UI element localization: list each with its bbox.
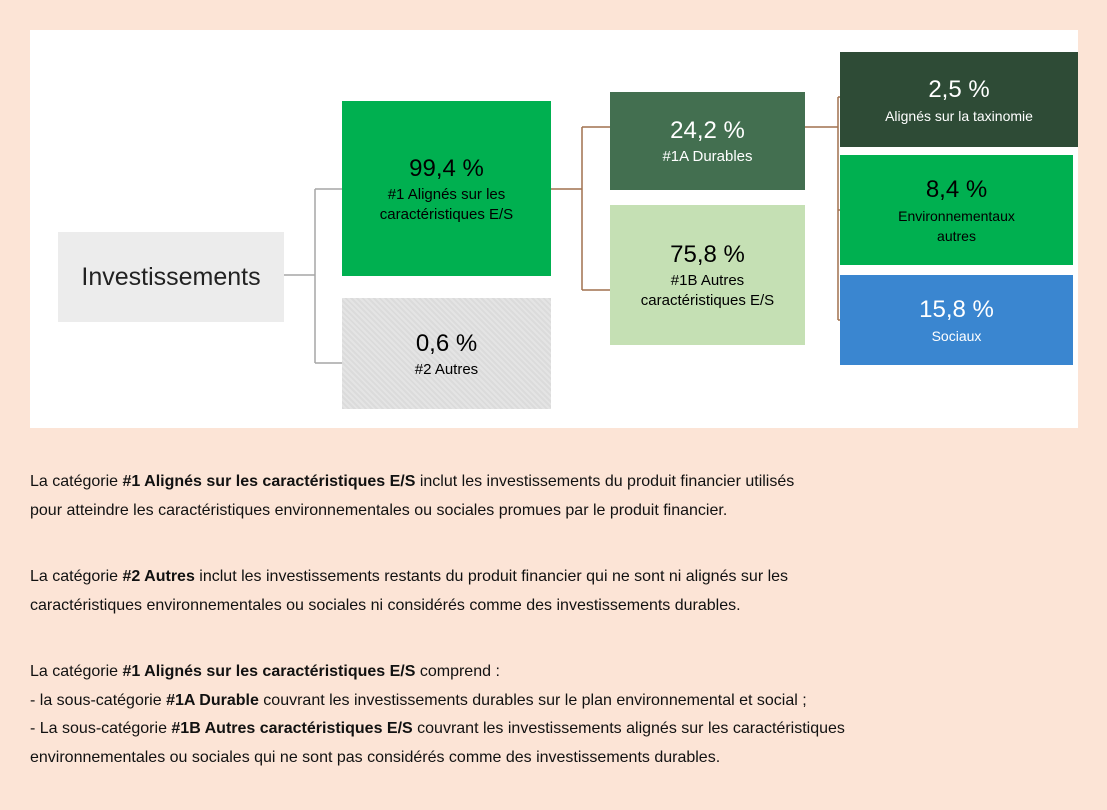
bold-text: #1 Alignés sur les caractéristiques E/S — [122, 663, 416, 680]
node-value: 99,4 % — [409, 154, 484, 182]
node-value: 0,6 % — [415, 329, 478, 357]
connector — [284, 188, 342, 364]
node-label: Environnementaux — [898, 208, 1015, 224]
node-label: #1A Durables — [662, 148, 753, 165]
paragraph: La catégorie #1 Alignés sur les caractér… — [30, 658, 845, 772]
text: La catégorie — [30, 568, 123, 585]
node-label: #1B Autres — [670, 272, 745, 289]
text: - la sous-catégorie — [30, 691, 167, 709]
node-label: autres — [937, 228, 976, 244]
node: 99,4 % #1 Alignés sur les caractéristiques… — [342, 101, 551, 276]
node: 2,5 % Alignés sur la taxinomie — [840, 52, 1078, 147]
text: inclut les investissements du produit fi… — [415, 473, 795, 490]
text: inclut les investissements restants du p… — [194, 568, 789, 585]
text: environnementales ou sociales qui ne son… — [30, 748, 721, 766]
text-line: La catégorie #1 Alignés sur les caractér… — [30, 658, 845, 687]
text-line: pour atteindre les caractéristiques envi… — [30, 497, 845, 526]
node-value: 75,8 % — [670, 241, 745, 268]
node-label: caractéristiques E/S — [640, 292, 775, 309]
root-node: Investissements — [58, 232, 284, 322]
node-value: 2,5 % — [928, 75, 990, 103]
node-label: Alignés sur la taxinomie — [885, 107, 1033, 124]
text-line: - la sous-catégorie #1A Durable couvrant… — [30, 687, 845, 716]
text: couvrant les investissements alignés sur… — [412, 720, 845, 737]
text: comprend : — [415, 663, 500, 680]
bold-text: #2 Autres — [122, 568, 195, 585]
text-line: environnementales ou sociales qui ne son… — [30, 744, 845, 773]
bold-text: #1 Alignés sur les caractéristiques E/S — [122, 473, 416, 490]
page: Investissements 99,4 % #1 Alignés sur les… — [30, 30, 1078, 766]
connectors — [284, 96, 840, 364]
text: pour atteindre les caractéristiques envi… — [30, 501, 728, 519]
node-label: caractéristiques E/S — [379, 205, 514, 223]
paragraph: La catégorie #1 Alignés sur les caractér… — [30, 468, 845, 525]
node-value: 8,4 % — [925, 176, 988, 203]
node-value: 24,2 % — [670, 117, 745, 144]
text-line: caractéristiques environnementales ou so… — [30, 592, 845, 621]
paragraph: La catégorie #2 Autres inclut les invest… — [30, 563, 845, 620]
text: caractéristiques environnementales ou so… — [30, 596, 741, 614]
node: 0,6 % #2 Autres — [342, 298, 551, 409]
node-value: 15,8 % — [919, 296, 994, 323]
connector — [805, 96, 840, 321]
text: La catégorie — [30, 473, 123, 490]
node: 24,2 % #1A Durables — [610, 92, 805, 190]
text-line: - La sous-catégorie #1B Autres caractéri… — [30, 715, 845, 744]
node-label: #1 Alignés sur les — [387, 185, 506, 203]
connector — [551, 126, 610, 291]
explanation: La catégorie #1 Alignés sur les caractér… — [30, 468, 845, 810]
node: 8,4 % Environnementaux autres — [840, 155, 1073, 265]
bold-text: #1A Durable — [166, 691, 259, 709]
text: La catégorie — [30, 663, 123, 680]
node-label: Sociaux — [931, 328, 982, 344]
text: couvrant les investissements durables su… — [258, 691, 807, 709]
text-line: La catégorie #2 Autres inclut les invest… — [30, 563, 845, 592]
node: 15,8 % Sociaux — [840, 275, 1073, 365]
node: 75,8 % #1B Autres caractéristiques E/S — [610, 205, 805, 345]
bold-text: #1B Autres caractéristiques E/S — [171, 720, 413, 737]
node-label: #2 Autres — [414, 360, 479, 378]
text-line: La catégorie #1 Alignés sur les caractér… — [30, 468, 845, 497]
text: - La sous-catégorie — [30, 720, 172, 737]
